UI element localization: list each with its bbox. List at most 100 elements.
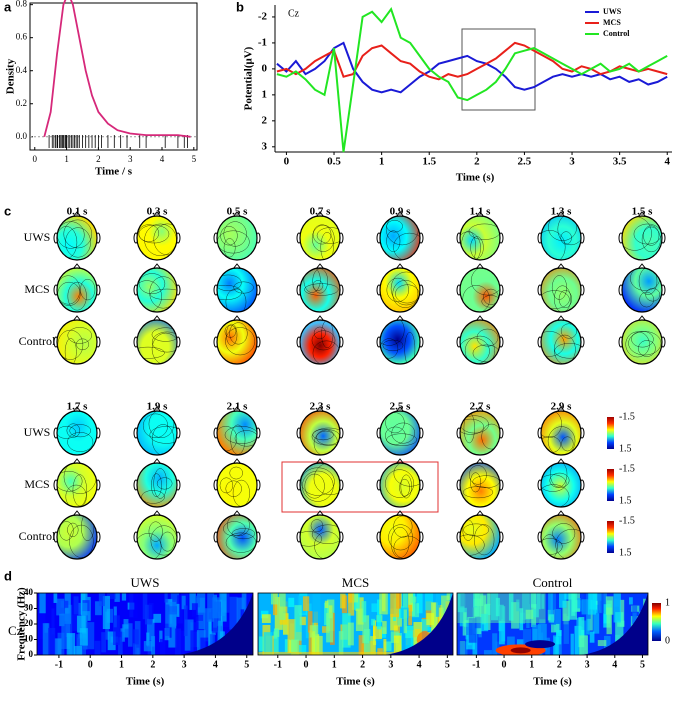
spectrogram-patch: [592, 593, 602, 601]
spectrogram-patch: [485, 603, 491, 615]
y-tick-label: 40: [24, 587, 34, 597]
contours: [311, 224, 340, 260]
y-tick-label: -2: [258, 10, 268, 22]
spectrogram-patch: [604, 610, 609, 647]
spectrogram-patch: [76, 615, 86, 633]
contours: [137, 327, 177, 364]
head-outline: [299, 514, 341, 560]
topomap: [217, 463, 257, 507]
spectrogram-patch: [190, 630, 197, 653]
head-outline: [540, 319, 582, 365]
contour-line: [390, 526, 410, 558]
spectrogram-patch: [258, 651, 453, 655]
x-tick-label: 3: [585, 659, 590, 670]
contour-line: [316, 429, 340, 446]
contours: [219, 466, 250, 507]
spectrogram-patch: [287, 619, 296, 653]
spectrogram-patch: [548, 614, 555, 623]
contour-line: [223, 221, 247, 247]
spectrogram-patch: [299, 616, 307, 626]
contour-line: [311, 330, 336, 351]
spectrogram-patch: [209, 634, 216, 647]
head-outline: [379, 267, 421, 313]
topomap: [460, 515, 500, 559]
contours: [141, 468, 173, 504]
x-tick-label: 1: [332, 659, 337, 670]
head-nose: [556, 211, 566, 218]
colorbar-label: -1.5: [619, 411, 635, 422]
contours: [541, 523, 581, 559]
contour-line: [67, 432, 94, 452]
spectrogram-patch: [613, 593, 621, 623]
spectrogram-patch: [501, 606, 506, 642]
time-label: 2.1 s: [227, 401, 249, 413]
topomap: [460, 268, 500, 312]
contour-line: [386, 277, 409, 302]
head-nose: [152, 510, 162, 517]
spectrogram-patch: [263, 632, 273, 655]
head-outline: [459, 319, 501, 365]
spectrogram-patch: [133, 629, 139, 645]
contours: [541, 275, 573, 312]
contour-line: [141, 490, 165, 504]
head-outline: [540, 267, 582, 313]
contour-line: [57, 329, 84, 360]
spectrogram-patch: [603, 635, 611, 655]
colorbar: [652, 603, 661, 641]
contour-line: [153, 468, 168, 499]
y-tick-label: 0.8: [16, 0, 28, 9]
spectrogram-patch: [410, 596, 417, 603]
spectrogram-patch: [142, 593, 148, 620]
spectrogram-patch: [589, 631, 595, 643]
spectrogram-patch: [302, 596, 310, 611]
contour-line: [464, 335, 496, 364]
topomap: [217, 515, 257, 559]
contour-line: [316, 227, 340, 244]
contour-line: [473, 524, 495, 556]
contour-line: [226, 323, 238, 346]
contour-line: [219, 477, 234, 494]
spectrogram-patch: [279, 593, 286, 620]
spectrogram-patch: [426, 613, 435, 626]
head-nose: [72, 406, 82, 413]
topomap: [541, 411, 581, 455]
contours: [385, 463, 420, 499]
density-curve: [43, 0, 191, 138]
panel-title: UWS: [131, 575, 160, 590]
spectrogram-patch: [597, 593, 604, 614]
y-axis-label: Potential(μV): [243, 46, 255, 110]
contour-line: [150, 525, 177, 556]
time-label: 1.1 s: [470, 206, 492, 218]
topomap: [57, 515, 97, 559]
topomap: [300, 320, 340, 364]
colorbar-label: 1: [665, 597, 670, 608]
topomap: [380, 216, 420, 260]
spectrogram-patch: [66, 633, 76, 655]
head-outline: [216, 319, 258, 365]
x-tick-label: 2: [96, 154, 101, 164]
contour-line: [483, 288, 499, 305]
y-tick-label: 2: [262, 114, 268, 126]
time-label: 2.9 s: [551, 401, 573, 413]
x-tick-label: 4: [160, 154, 165, 164]
spectrogram-patch: [137, 616, 144, 640]
spectrogram-patch: [586, 614, 590, 635]
y-tick-label: 1: [262, 88, 268, 100]
time-label: 1.9 s: [147, 401, 169, 413]
contour-line: [312, 429, 334, 441]
contours: [303, 268, 339, 296]
spectrogram-patch: [541, 594, 545, 609]
spectrogram-patch: [487, 593, 491, 605]
head-outline: [459, 267, 501, 313]
spectrogram-patch: [382, 621, 387, 634]
spectrogram-patch: [146, 632, 150, 646]
head-outline: [459, 410, 501, 456]
head-outline: [56, 319, 98, 365]
spectrogram-patch: [632, 605, 638, 625]
contour-line: [303, 268, 321, 293]
contour-line: [391, 422, 416, 444]
spectrogram-patch: [551, 623, 560, 633]
contours: [385, 412, 417, 447]
panel-label: c: [4, 203, 11, 218]
